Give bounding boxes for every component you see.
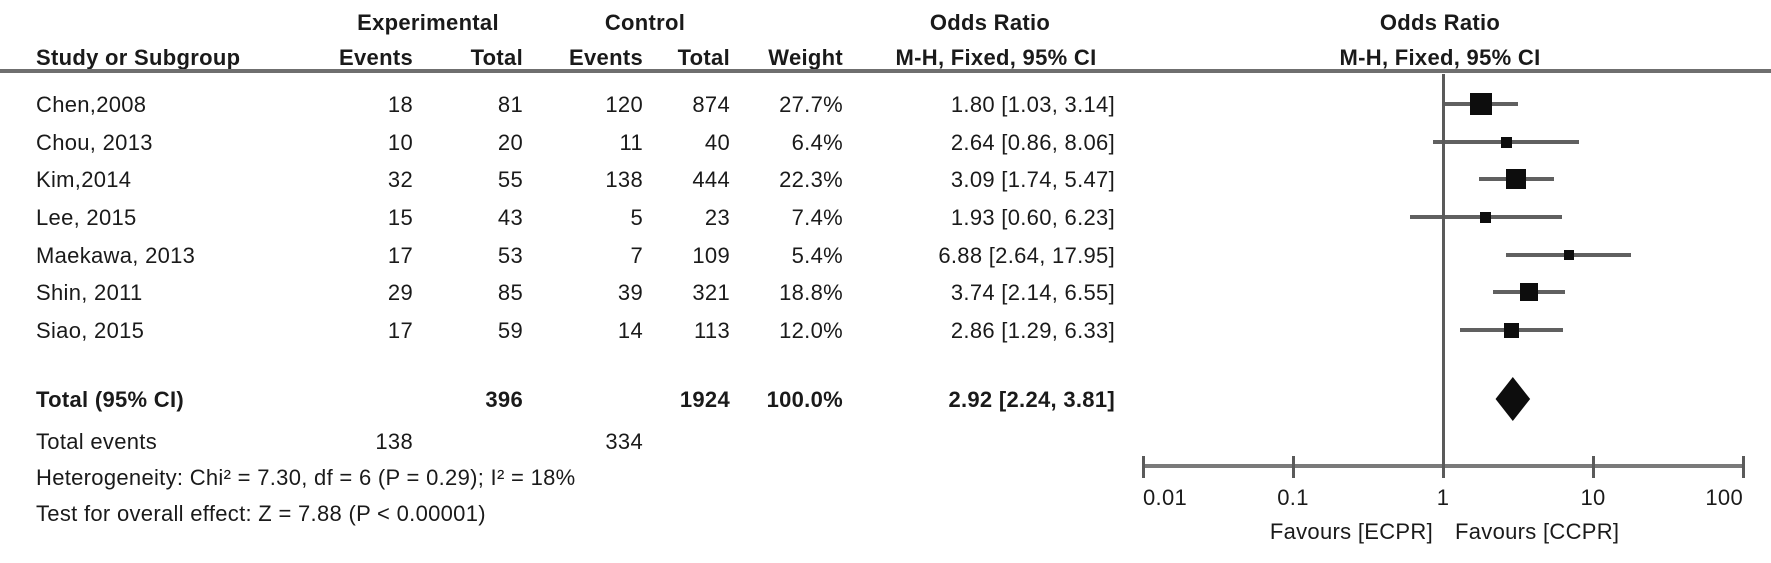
study-name: Chen,2008 [36,92,147,117]
heterogeneity-note: Heterogeneity: Chi² = 7.30, df = 6 (P = … [36,465,576,490]
effect-square [1563,250,1574,260]
weight-cell: 27.7% [779,92,843,117]
ci-text-cell: 1.80 [1.03, 3.14] [950,92,1115,117]
control-group-label: Control [604,10,686,35]
ctrl-events-cell: 5 [630,205,643,230]
axis-tick [1742,456,1745,478]
overall-effect-note: Test for overall effect: Z = 7.88 (P < 0… [36,501,486,526]
no-effect-line [1442,74,1445,476]
study-name: Kim,2014 [36,167,132,192]
axis-tick [1442,456,1445,478]
exp-events-cell: 10 [387,130,413,155]
favours-left-label: Favours [ECPR] [1269,519,1433,544]
axis-tick [1142,456,1145,478]
col-header-method-left: M-H, Fixed, 95% CI [895,45,1097,70]
effect-square [1470,93,1493,115]
ctrl-total-cell: 109 [692,243,730,268]
weight-cell: 5.4% [791,243,843,268]
ci-text-cell: 1.93 [0.60, 6.23] [950,205,1115,230]
ctrl-events-cell: 11 [619,130,643,155]
ci-text-cell: 2.64 [0.86, 8.06] [950,130,1115,155]
ci-text-cell: 6.88 [2.64, 17.95] [938,243,1115,268]
axis-tick-label: 1 [1436,485,1450,510]
ci-text-cell: 3.09 [1.74, 5.47] [950,167,1115,192]
exp-events-cell: 15 [387,205,413,230]
study-name: Lee, 2015 [36,205,137,230]
total-ctrl-total: 1924 [679,387,730,412]
weight-cell: 6.4% [791,130,843,155]
effect-square [1519,283,1538,301]
favours-right-label: Favours [CCPR] [1455,519,1620,544]
weight-cell: 18.8% [779,280,843,305]
odds-ratio-title-left: Odds Ratio [929,10,1051,35]
col-header-study: Study or Subgroup [36,45,241,70]
study-name: Chou, 2013 [36,130,153,155]
exp-events-cell: 18 [387,92,413,117]
col-header-method-right: M-H, Fixed, 95% CI [1339,45,1541,70]
total-ctrl-events: 334 [605,429,643,454]
col-header-ctrl-total: Total [677,45,730,70]
weight-cell: 7.4% [791,205,843,230]
ctrl-total-cell: 23 [704,205,730,230]
axis-tick-label: 0.1 [1277,485,1309,510]
experimental-group-label: Experimental [357,10,499,35]
axis-tick [1592,456,1595,478]
ctrl-events-cell: 39 [617,280,643,305]
exp-total-cell: 20 [497,130,523,155]
effect-square [1506,169,1527,189]
ctrl-events-cell: 120 [605,92,643,117]
exp-total-cell: 55 [497,167,523,192]
exp-total-cell: 85 [497,280,523,305]
exp-total-cell: 43 [497,205,523,230]
ctrl-events-cell: 7 [630,243,643,268]
col-header-exp-events: Events [339,45,413,70]
ctrl-total-cell: 40 [704,130,730,155]
total-exp-total: 396 [485,387,523,412]
total-weight: 100.0% [766,387,843,412]
ctrl-events-cell: 14 [617,318,643,343]
total-events-label: Total events [36,429,158,454]
axis-tick-label: 100 [1705,485,1743,510]
col-header-exp-total: Total [470,45,523,70]
ci-text-cell: 2.86 [1.29, 6.33] [950,318,1115,343]
weight-cell: 12.0% [779,318,843,343]
total-label: Total (95% CI) [36,387,185,412]
exp-total-cell: 59 [497,318,523,343]
ctrl-total-cell: 874 [692,92,730,117]
exp-events-cell: 17 [387,243,413,268]
col-header-weight: Weight [768,45,843,70]
weight-cell: 22.3% [779,167,843,192]
study-name: Siao, 2015 [36,318,145,343]
ci-text-cell: 3.74 [2.14, 6.55] [950,280,1115,305]
effect-square [1500,136,1512,148]
ctrl-total-cell: 444 [692,167,730,192]
effect-square [1503,322,1519,338]
exp-events-cell: 17 [387,318,413,343]
axis-tick [1292,456,1295,478]
total-ci-text: 2.92 [2.24, 3.81] [948,387,1115,412]
exp-total-cell: 53 [497,243,523,268]
exp-events-cell: 32 [387,167,413,192]
axis-tick-label: 10 [1580,485,1606,510]
exp-events-cell: 29 [387,280,413,305]
study-name: Shin, 2011 [36,280,143,305]
ctrl-total-cell: 113 [694,318,730,343]
col-header-ctrl-events: Events [569,45,643,70]
study-name: Maekawa, 2013 [36,243,196,268]
total-exp-events: 138 [375,429,413,454]
header-rule [0,69,1771,73]
odds-ratio-title-right: Odds Ratio [1379,10,1501,35]
axis-tick-label: 0.01 [1143,485,1188,510]
effect-square [1480,211,1492,223]
ctrl-events-cell: 138 [605,167,643,192]
ctrl-total-cell: 321 [692,280,730,305]
exp-total-cell: 81 [497,92,523,117]
